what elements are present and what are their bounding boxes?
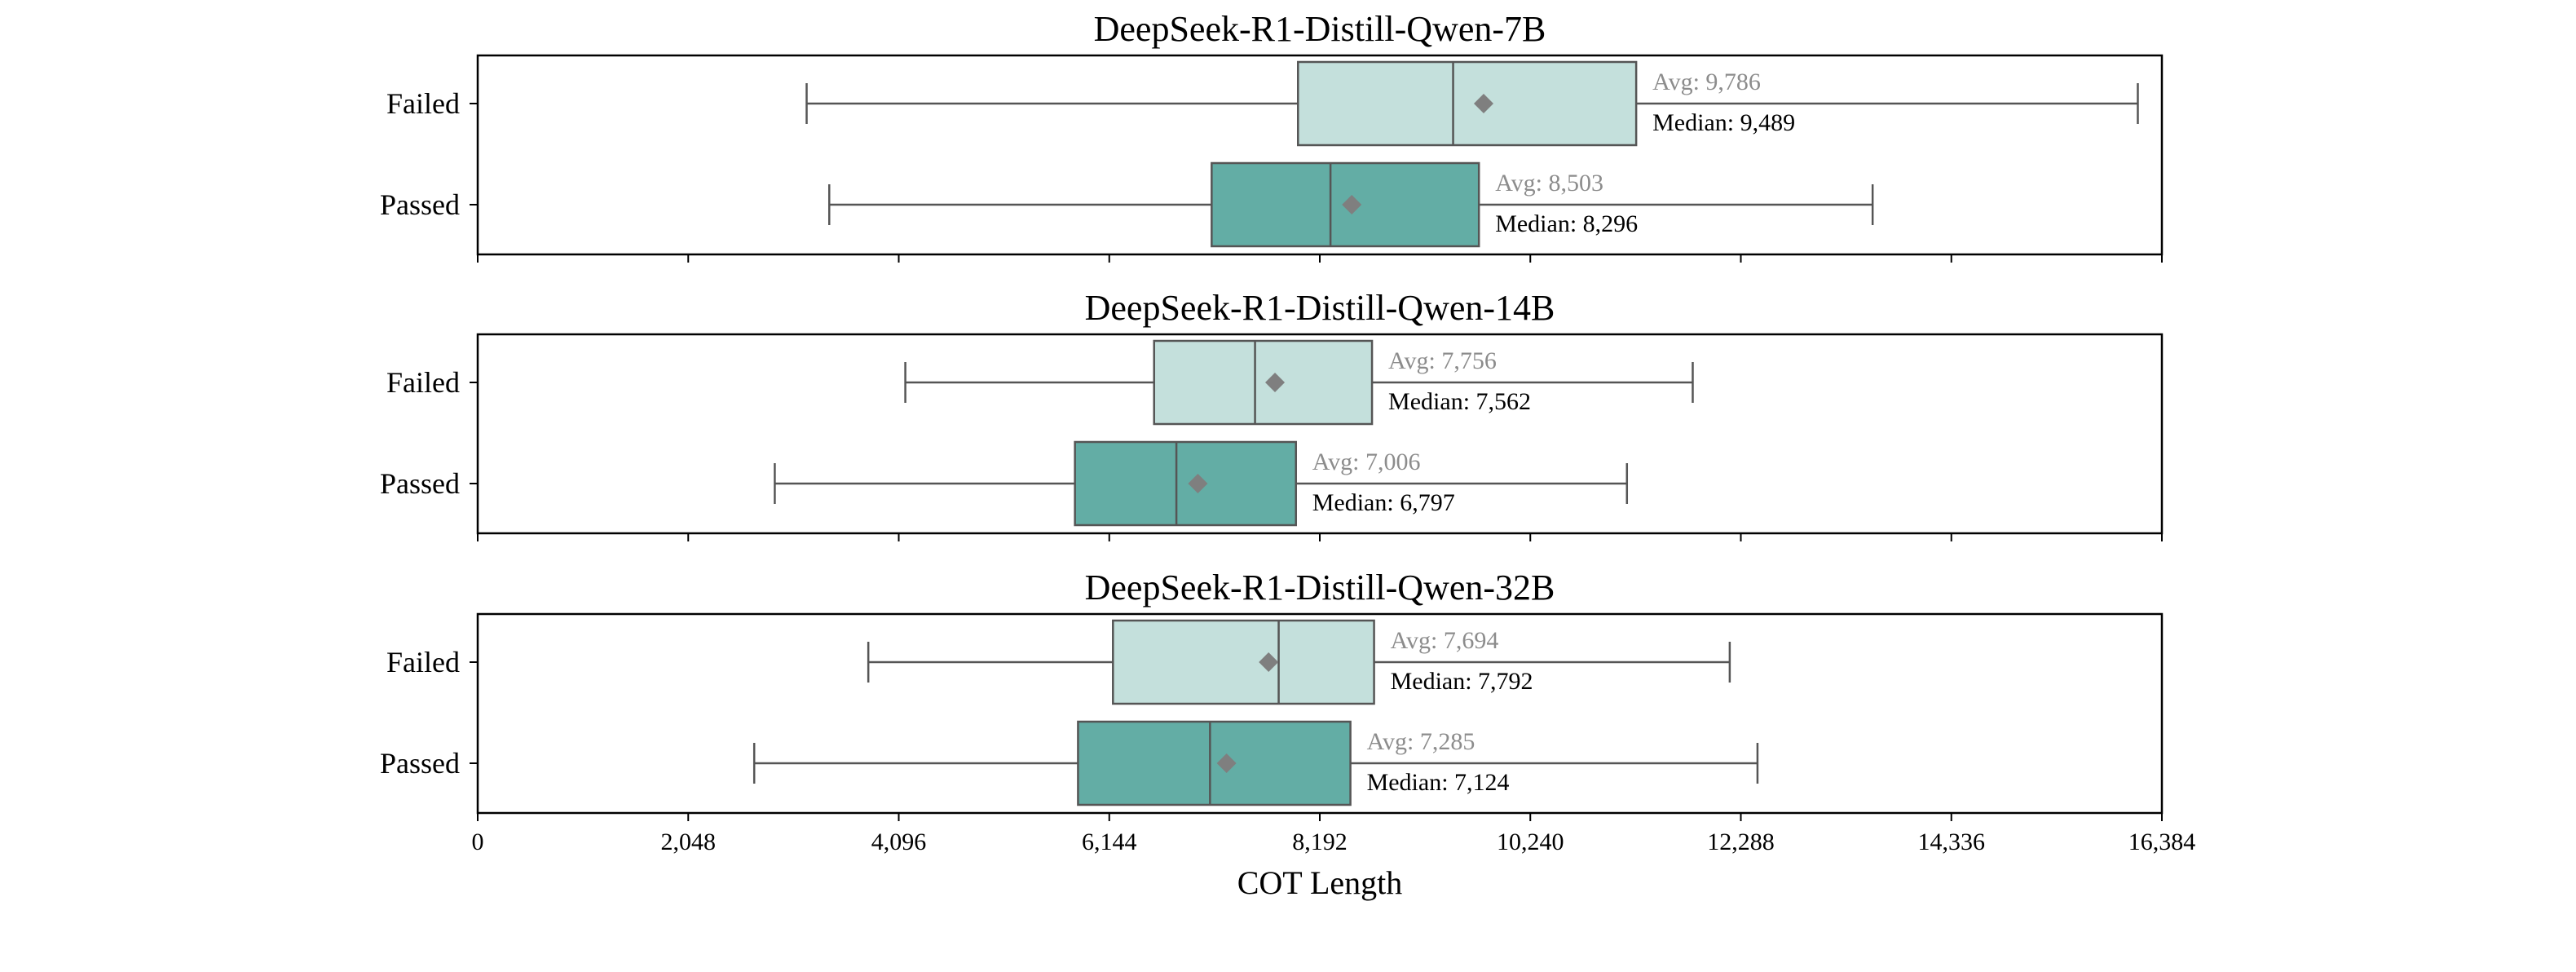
box-iqr [1153, 339, 1374, 426]
avg-label: Avg: 8,503 [1495, 170, 1603, 197]
mean-marker [1188, 474, 1208, 493]
mean-marker [1342, 195, 1362, 214]
avg-label: Avg: 7,285 [1367, 728, 1475, 755]
x-tick-label: 12,288 [1707, 828, 1775, 855]
panel-title: DeepSeek-R1-Distill-Qwen-7B [1094, 9, 1546, 49]
category-label: Passed [380, 747, 460, 780]
median-label: Median: 7,124 [1367, 769, 1510, 796]
box-iqr [1297, 60, 1638, 147]
mean-marker [1259, 652, 1279, 672]
mean-marker [1216, 753, 1237, 773]
category-label: Failed [386, 366, 460, 399]
box-iqr [1074, 440, 1297, 527]
median-label: Median: 6,797 [1312, 489, 1455, 516]
box-iqr [1077, 720, 1352, 806]
mean-marker [1265, 373, 1286, 392]
x-tick-label: 4,096 [871, 828, 927, 855]
box-iqr [1112, 619, 1375, 705]
avg-label: Avg: 7,756 [1388, 347, 1497, 374]
median-label: Median: 9,489 [1652, 109, 1795, 136]
x-tick-label: 8,192 [1292, 828, 1348, 855]
category-label: Failed [386, 646, 460, 678]
category-label: Failed [386, 87, 460, 120]
mean-marker [1474, 94, 1494, 113]
x-tick-label: 16,384 [2128, 828, 2196, 855]
x-tick-label: 0 [472, 828, 484, 855]
panel-title: DeepSeek-R1-Distill-Qwen-14B [1085, 288, 1555, 328]
median-label: Median: 8,296 [1495, 210, 1638, 237]
avg-label: Avg: 7,694 [1391, 627, 1499, 654]
x-tick-label: 10,240 [1497, 828, 1564, 855]
x-tick-label: 14,336 [1918, 828, 1986, 855]
category-label: Passed [380, 188, 460, 221]
panel-title: DeepSeek-R1-Distill-Qwen-32B [1085, 568, 1555, 608]
avg-label: Avg: 7,006 [1312, 448, 1421, 475]
x-tick-label: 2,048 [661, 828, 717, 855]
median-label: Median: 7,792 [1391, 668, 1533, 695]
x-axis-label: COT Length [1237, 864, 1403, 901]
x-tick-label: 6,144 [1082, 828, 1137, 855]
category-label: Passed [380, 467, 460, 500]
avg-label: Avg: 9,786 [1652, 68, 1761, 95]
median-label: Median: 7,562 [1388, 388, 1531, 415]
